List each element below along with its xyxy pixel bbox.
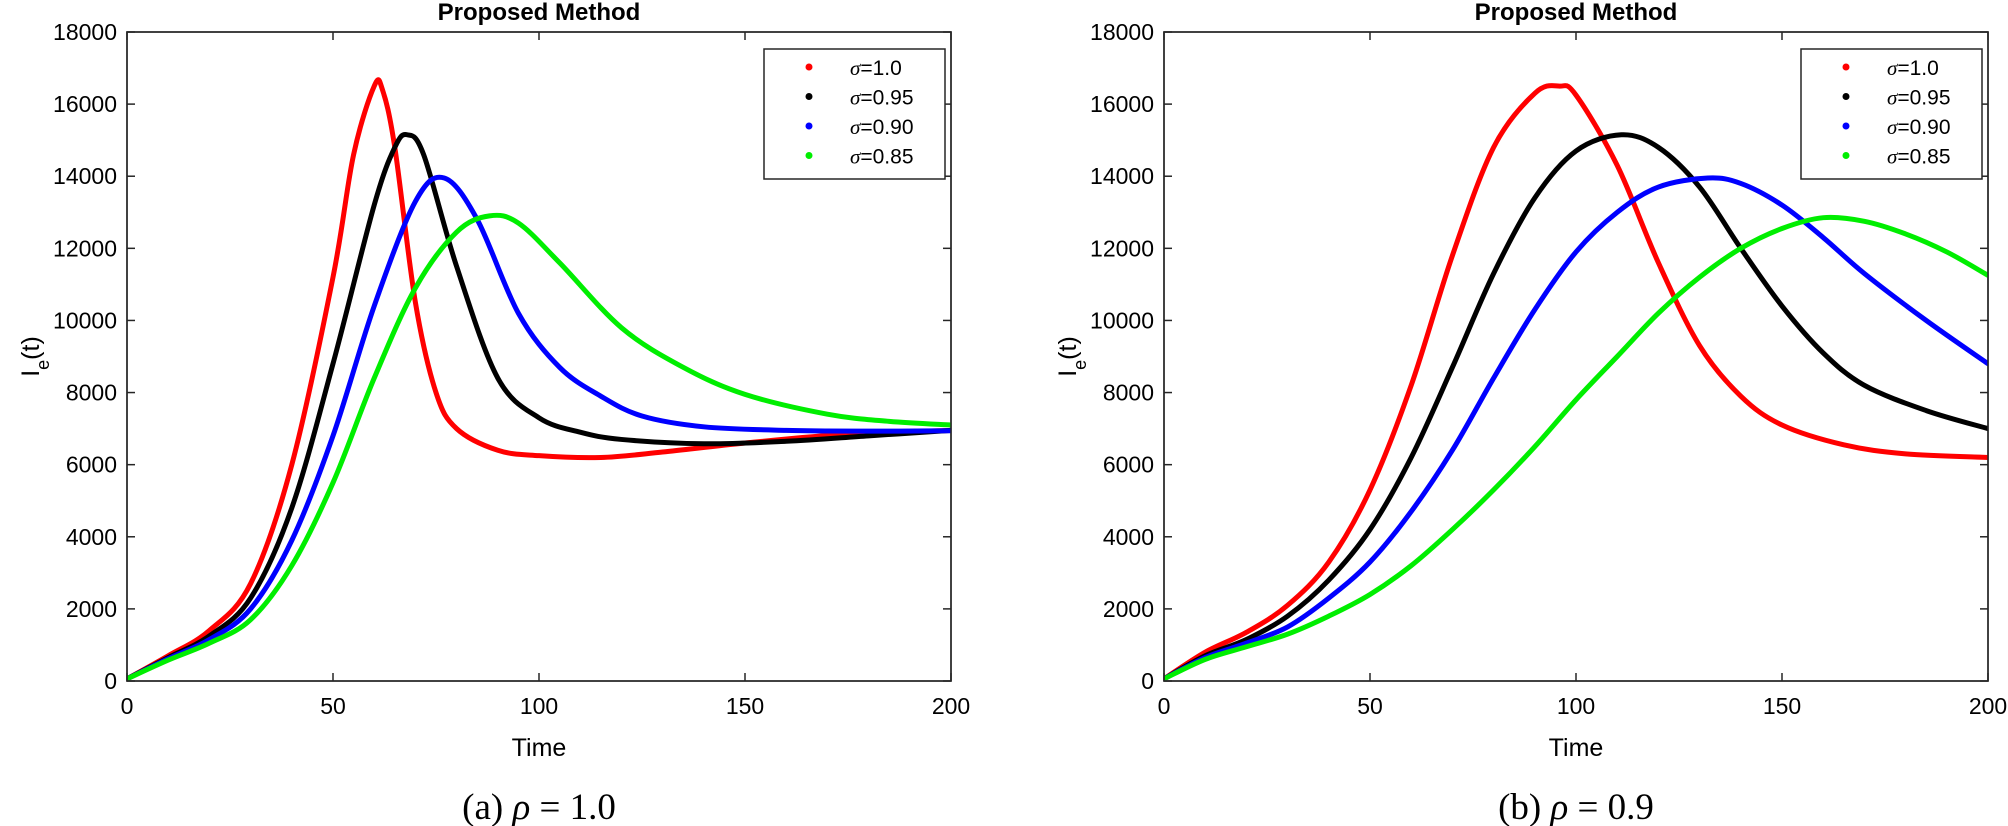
chart-panel-a: 0 50 100 150 2000200040006000800010000120001… [17, 0, 970, 826]
series-line-0 [127, 77, 951, 681]
y-tick-label: 2000 [66, 596, 117, 622]
y-tick-label: 6000 [1103, 452, 1154, 478]
series-group [1164, 83, 1988, 681]
series-group [127, 77, 951, 681]
legend-box [1800, 48, 1983, 180]
x-tick-label: 50 [320, 693, 346, 719]
legend-label-0: σ=1.0 [1887, 56, 1939, 80]
y-axis-label: Ie(t) [1054, 336, 1090, 377]
y-tick-label: 4000 [66, 524, 117, 550]
series-line-0 [1164, 83, 1988, 681]
legend: σ=1.0 σ=0.95 σ=0.90 σ=0.85 [1800, 48, 1983, 180]
y-tick-label: 10000 [53, 307, 117, 333]
y-tick-label: 12000 [1090, 235, 1154, 261]
legend: σ=1.0 σ=0.95 σ=0.90 σ=0.85 [763, 48, 946, 180]
y-tick-label: 8000 [66, 380, 117, 406]
x-tick-label: 150 [726, 693, 764, 719]
x-tick-label: 0 [1158, 693, 1171, 719]
y-tick-label: 0 [1141, 668, 1154, 694]
series-line-2 [127, 174, 951, 681]
series-line-3 [127, 212, 951, 681]
x-tick-label: 150 [1763, 693, 1801, 719]
series-line-1 [1164, 132, 1988, 681]
y-tick-label: 16000 [53, 91, 117, 117]
y-tick-label: 14000 [1090, 163, 1154, 189]
legend-marker-1 [805, 93, 813, 100]
legend-label-1: σ=0.95 [1887, 86, 1951, 110]
legend-marker-1 [1842, 93, 1850, 100]
legend-label-3: σ=0.85 [1887, 145, 1951, 169]
x-axis-label: Time [1549, 734, 1604, 762]
chart-title: Proposed Method [1475, 0, 1678, 26]
legend-label-1: σ=0.95 [850, 86, 914, 110]
y-tick-label: 12000 [53, 235, 117, 261]
y-tick-label: 18000 [1090, 19, 1154, 45]
y-axis-label: Ie(t) [17, 336, 53, 377]
y-tick-label: 10000 [1090, 307, 1154, 333]
series-line-3 [1164, 214, 1988, 681]
y-tick-label: 6000 [66, 452, 117, 478]
x-tick-label: 100 [520, 693, 558, 719]
x-tick-label: 100 [1557, 693, 1595, 719]
legend-label-0: σ=1.0 [850, 56, 902, 80]
y-tick-label: 8000 [1103, 380, 1154, 406]
legend-marker-0 [805, 63, 813, 71]
chart-title: Proposed Method [438, 0, 641, 26]
panel-caption: (a) ρ = 1.0 [462, 787, 616, 826]
x-axis-label: Time [512, 734, 567, 762]
x-tick-label: 0 [121, 693, 134, 719]
y-tick-label: 2000 [1103, 596, 1154, 622]
legend-marker-3 [805, 152, 813, 159]
y-tick-label: 0 [104, 668, 117, 694]
legend-label-2: σ=0.90 [1887, 115, 1951, 139]
legend-marker-2 [1842, 122, 1850, 130]
legend-label-2: σ=0.90 [850, 115, 914, 139]
legend-label-3: σ=0.85 [850, 145, 914, 169]
x-tick-label: 50 [1357, 693, 1383, 719]
chart-panel-b: 0 50 100 150 2000200040006000800010000120001… [1054, 0, 2007, 826]
x-tick-label: 200 [932, 693, 970, 719]
legend-marker-2 [805, 122, 813, 130]
legend-marker-0 [1842, 63, 1850, 71]
y-tick-label: 16000 [1090, 91, 1154, 117]
series-line-2 [1164, 175, 1988, 681]
y-tick-label: 14000 [53, 163, 117, 189]
y-tick-label: 4000 [1103, 524, 1154, 550]
y-tick-label: 18000 [53, 19, 117, 45]
panel-caption: (b) ρ = 0.9 [1498, 787, 1654, 826]
series-line-1 [127, 131, 951, 681]
legend-box [763, 48, 946, 180]
x-tick-label: 200 [1969, 693, 2007, 719]
legend-marker-3 [1842, 152, 1850, 159]
